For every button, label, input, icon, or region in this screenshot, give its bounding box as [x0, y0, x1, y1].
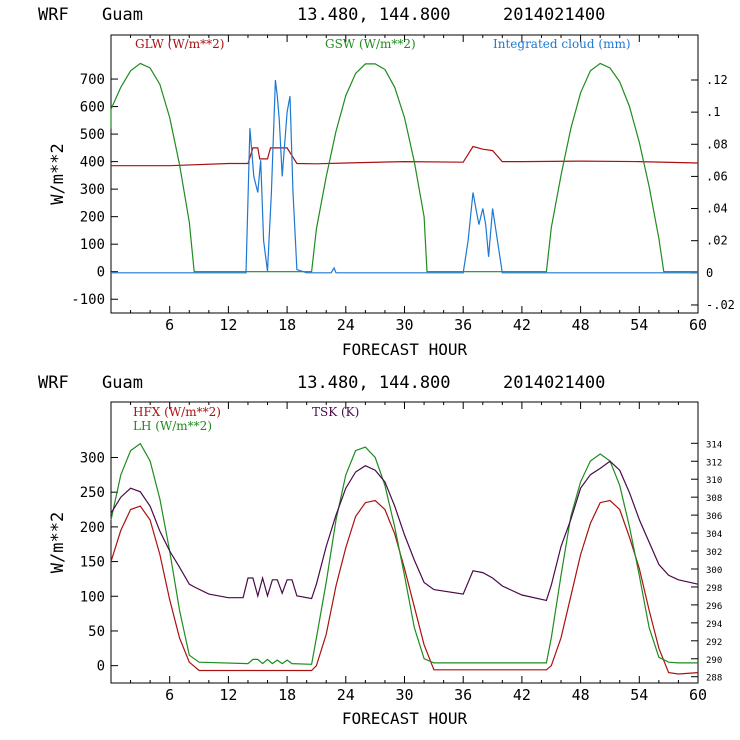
series-line-lh [110, 442, 698, 665]
y2-tick-label: 302 [706, 548, 722, 558]
x-tick-label: 30 [395, 316, 413, 334]
x-tick-label: 18 [278, 686, 296, 704]
y-tick-label: 200 [80, 520, 105, 536]
top-chart-panel: WRF Guam 13.480, 144.800 2014021400 6 12 18 24 3… [38, 5, 735, 359]
x-tick-label: 6 [165, 686, 174, 704]
y2-tick-label: .08 [706, 137, 728, 151]
x-tick-label: 12 [219, 686, 237, 704]
x-axis-label: FORECAST HOUR [342, 340, 468, 359]
y-tick-label: 700 [80, 72, 105, 88]
plot-frame [110, 401, 699, 684]
x-tick-label: 24 [337, 686, 355, 704]
y2-tick-label: 314 [706, 440, 722, 450]
y2-tick-label: 308 [706, 494, 722, 504]
x-tick-label: 54 [630, 316, 648, 334]
x-tick-label: 30 [395, 686, 413, 704]
y-tick-label: 200 [80, 210, 105, 226]
y2-tick-label: -.02 [706, 298, 735, 312]
y-tick-label: 300 [80, 451, 105, 467]
y2-tick-label: 300 [706, 566, 722, 576]
y2-tick-label: 0 [706, 266, 713, 280]
y2-tick-label: .1 [706, 105, 720, 119]
y-tick-label: 0 [97, 265, 105, 281]
legend-entry: HFX (W/m**2) [133, 405, 221, 419]
y-tick-label: 500 [80, 127, 105, 143]
y-tick-label: 300 [80, 182, 105, 198]
bottom-chart-panel: WRF Guam 13.480, 144.800 2014021400 6 12 18 24 3… [38, 373, 722, 728]
series-line-tsk [110, 460, 699, 602]
header-run: 2014021400 [503, 5, 605, 25]
series-line-gsw [110, 62, 698, 273]
header-location: Guam [102, 373, 143, 393]
x-tick-label: 36 [454, 686, 472, 704]
y-tick-label: 600 [80, 100, 105, 116]
x-tick-label: 54 [630, 686, 648, 704]
y2-tick-label: 306 [706, 512, 722, 522]
header-run: 2014021400 [503, 373, 605, 393]
y2-tick-label: 292 [706, 638, 722, 648]
header-location: Guam [102, 5, 143, 25]
y-tick-label: -100 [71, 292, 105, 308]
series-line-integrated [111, 79, 698, 274]
y2-tick-label: 290 [706, 656, 722, 666]
y2-tick-label: 294 [706, 620, 722, 630]
y2-tick-label: 296 [706, 602, 722, 612]
x-tick-label: 6 [165, 316, 174, 334]
x-tick-label: 48 [572, 316, 590, 334]
y-tick-label: 400 [80, 155, 105, 171]
y-tick-label: 150 [80, 555, 105, 571]
legend-entry: GSW (W/m**2) [325, 37, 416, 51]
legend-entry: GLW (W/m**2) [135, 37, 224, 51]
series-line-glw [111, 145, 699, 167]
legend-entry: Integrated cloud (mm) [493, 37, 631, 51]
x-tick-label: 36 [454, 316, 472, 334]
header-coords: 13.480, 144.800 [297, 5, 451, 25]
header-model: WRF [38, 5, 69, 25]
x-axis-label: FORECAST HOUR [342, 709, 468, 728]
y-axis-label: W/m**2 [48, 512, 68, 573]
x-tick-label: 42 [513, 686, 531, 704]
y2-tick-label: .02 [706, 234, 728, 248]
x-tick-label: 42 [513, 316, 531, 334]
x-tick-label: 12 [219, 316, 237, 334]
x-tick-label: 48 [572, 686, 590, 704]
series-line-hfx [110, 499, 699, 675]
y2-tick-label: .06 [706, 169, 728, 183]
y-tick-label: 100 [80, 237, 105, 253]
y2-tick-label: 304 [706, 530, 722, 540]
y-tick-label: 250 [80, 485, 105, 501]
header-model: WRF [38, 373, 69, 393]
x-tick-label: 60 [689, 316, 707, 334]
y2-tick-label: .04 [706, 202, 728, 216]
x-tick-label: 18 [278, 316, 296, 334]
y-tick-label: 100 [80, 589, 105, 605]
x-tick-label: 24 [337, 316, 355, 334]
legend-entry: TSK (K) [312, 405, 359, 419]
y2-tick-label: 298 [706, 584, 722, 594]
y-tick-label: 0 [97, 659, 105, 675]
x-tick-label: 60 [689, 686, 707, 704]
y-axis-label: W/m**2 [48, 143, 68, 204]
y2-tick-label: 288 [706, 674, 722, 684]
y2-tick-label: .12 [706, 73, 728, 87]
y2-tick-label: 312 [706, 458, 722, 468]
y-tick-label: 50 [88, 624, 105, 640]
legend-entry: LH (W/m**2) [133, 419, 212, 433]
y2-tick-label: 310 [706, 476, 722, 486]
header-coords: 13.480, 144.800 [297, 373, 451, 393]
